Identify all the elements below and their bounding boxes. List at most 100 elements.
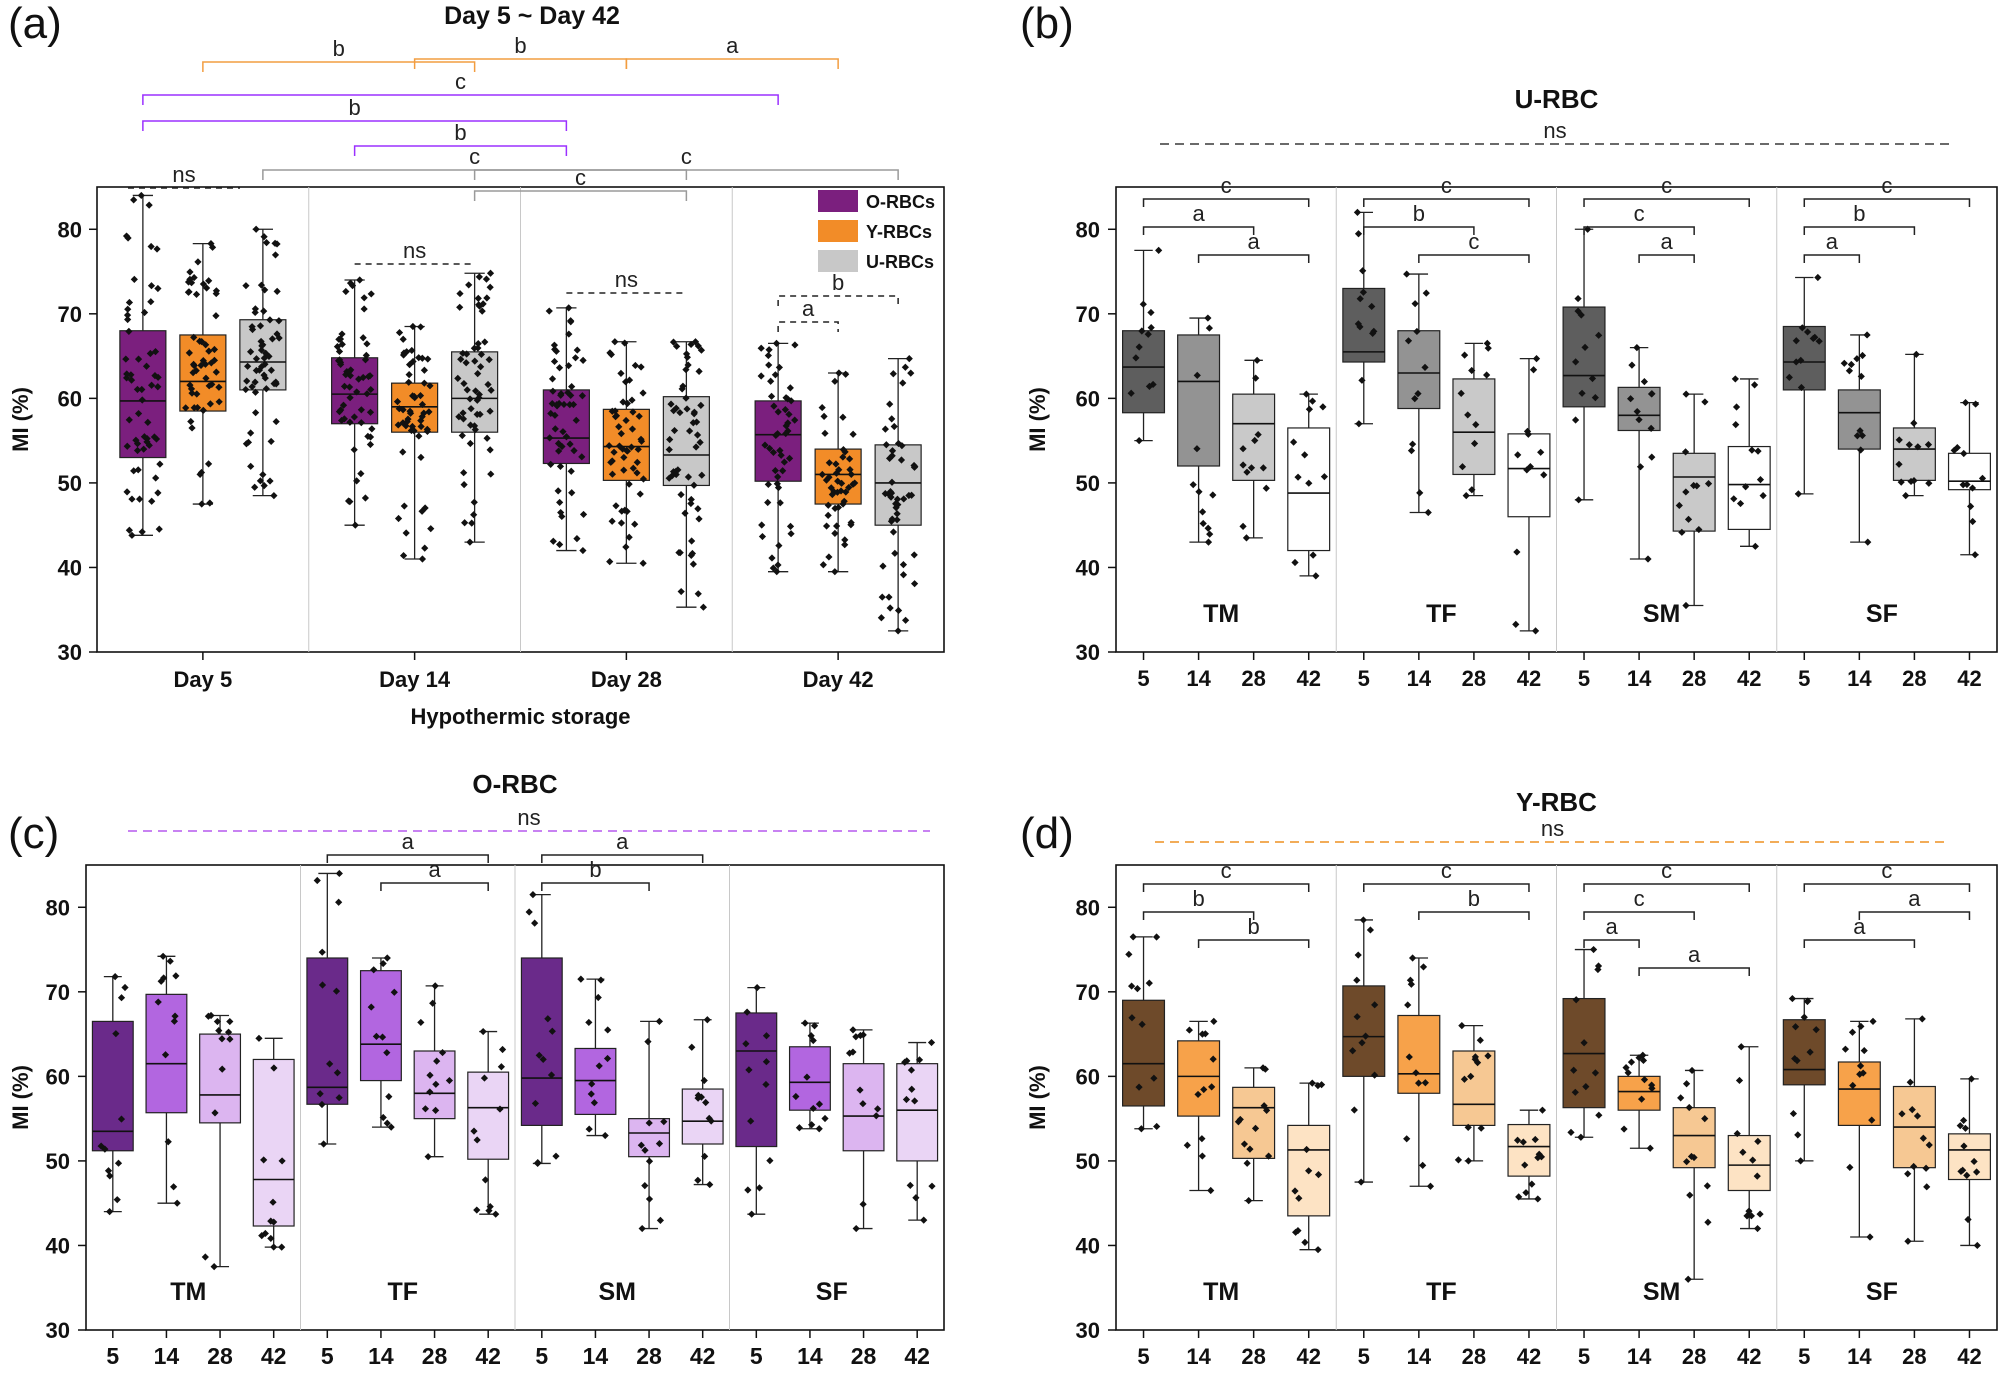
- chart-c-box-tm-day14-point: [172, 972, 180, 980]
- chart-a-annotation-9-label: ns: [172, 162, 195, 187]
- chart-b-box-tm-day28-point: [1252, 374, 1260, 382]
- chart-c-box-tm-day14-point: [161, 1051, 170, 1059]
- chart-a-box-o-rbcs-1-point: [361, 494, 370, 502]
- chart-b-box-tf-day14-point: [1413, 327, 1421, 336]
- chart-a-box-o-rbcs-0-point: [125, 298, 134, 307]
- chart-a-ytick-label: 50: [58, 471, 82, 496]
- chart-a-box-y-rbcs-1-point: [426, 382, 434, 390]
- chart-c-box-tm-day28-iqr: [199, 1033, 242, 1124]
- chart-b-box-tm-day42-point: [1301, 451, 1309, 459]
- chart-a-box-u-rbcs-0-point: [257, 281, 266, 289]
- chart-b-box-tm-day5-point: [1149, 380, 1157, 389]
- chart-c-box-sm-day14-point: [577, 975, 585, 983]
- chart-a-xtick-label: Day 5: [174, 667, 233, 692]
- chart-a-box-y-rbcs-0-point: [184, 288, 193, 296]
- chart-d-box-sf-day28-point: [1898, 1110, 1906, 1118]
- chart-d-annotation-7-label: a: [1605, 914, 1618, 939]
- chart-b-ytick-label: 40: [1076, 555, 1100, 580]
- chart-b-xtick-label: 14: [1627, 666, 1652, 691]
- chart-c-box-sf-day14: [788, 1019, 831, 1133]
- chart-a-box-u-rbcs-1-point: [471, 425, 479, 434]
- chart-a-box-y-rbcs-1-point: [424, 355, 432, 363]
- chart-b-ytick-label: 70: [1076, 302, 1100, 327]
- chart-d-box-sm-day14-point: [1627, 1058, 1636, 1066]
- chart-c-box-sf-day5-point: [744, 1186, 752, 1194]
- chart-b-box-tf-day14-point: [1408, 440, 1417, 448]
- chart-a-legend-label: Y-RBCs: [866, 222, 932, 242]
- chart-c-box-tm-day42-iqr: [252, 1058, 295, 1227]
- chart-a-box-o-rbcs-0-point: [128, 495, 136, 503]
- chart-b-box-sf-day14-point: [1845, 367, 1854, 375]
- chart-a-box-u-rbcs-3-point: [900, 495, 908, 503]
- chart-a-box-o-rbcs-2-point: [571, 354, 580, 362]
- chart-a-box-o-rbcs-2-point: [545, 307, 553, 315]
- chart-c-box-sm-day42-point: [706, 1180, 714, 1189]
- chart-d-box-tf-day28-point: [1458, 1022, 1466, 1030]
- chart-d-xtick-label: 14: [1847, 1344, 1872, 1369]
- chart-a-box-y-rbcs-1-point: [405, 378, 413, 386]
- chart-b-box-sm-day28-point: [1695, 525, 1703, 534]
- chart-a-box-y-rbcs-3-point: [835, 369, 843, 377]
- chart-a-box-u-rbcs-0-point: [242, 385, 250, 394]
- chart-a-box-y-rbcs-1-point: [399, 419, 407, 427]
- chart-b-box-tf-day14-point: [1424, 508, 1432, 517]
- chart-b-box-tf-day42-point: [1540, 471, 1548, 479]
- chart-a-box-o-rbcs-2-point: [557, 508, 565, 517]
- chart-a-box-y-rbcs-0-point: [205, 277, 213, 285]
- chart-a-box-y-rbcs-2-point: [608, 457, 616, 465]
- chart-a-box-y-rbcs-2-point: [635, 412, 643, 420]
- chart-d-box-sf-day14-point: [1856, 1062, 1865, 1070]
- chart-a-box-u-rbcs-2-point: [674, 466, 682, 474]
- chart-c-box-tm-day42-point: [255, 1034, 263, 1042]
- chart-c-box-tf-day42-point: [497, 1063, 505, 1071]
- chart-a-box-u-rbcs-3: [874, 355, 922, 635]
- chart-c-xtick-label: 42: [475, 1343, 501, 1369]
- chart-d-annotation-2-label: b: [1248, 914, 1260, 939]
- chart-c-box-tf-day14-point: [372, 1032, 381, 1040]
- chart-a-box-o-rbcs-3-point: [782, 422, 790, 430]
- chart-a-box-y-rbcs-3-point: [821, 429, 829, 437]
- chart-a-box-o-rbcs-2-point: [569, 400, 578, 409]
- chart-a-box-u-rbcs-3-point: [892, 500, 900, 508]
- chart-a-box-u-rbcs-0-point: [271, 251, 280, 259]
- chart-d-box-tm-day14-point: [1200, 1085, 1208, 1094]
- chart-c-box-tf-day14-point: [385, 1093, 393, 1101]
- chart-a-box-y-rbcs-0-point: [212, 368, 220, 376]
- chart-a-box-y-rbcs-2-point: [621, 339, 629, 347]
- chart-a-box-o-rbcs-0: [119, 191, 167, 539]
- chart-a-box-u-rbcs-0-point: [259, 471, 267, 479]
- chart-d-box-sf-day14-point: [1869, 1017, 1877, 1026]
- chart-b-box-sm-day5-point: [1571, 416, 1580, 424]
- chart-a-box-u-rbcs-2-point: [673, 342, 681, 350]
- chart-a-box-o-rbcs-3-point: [771, 371, 779, 379]
- chart-b-annotation-2-label: a: [1248, 229, 1261, 254]
- chart-a-box-u-rbcs-0-point: [266, 477, 274, 485]
- chart-a-box-u-rbcs-2-point: [683, 405, 691, 413]
- chart-b-box-sf-day42-point: [1967, 502, 1975, 510]
- chart-a-box-u-rbcs-1-point: [474, 370, 482, 378]
- chart-b-box-sm-day28-point: [1684, 515, 1693, 523]
- chart-a-box-y-rbcs-3-point: [846, 466, 854, 474]
- chart-d-box-sf-day42-point: [1963, 1171, 1971, 1179]
- chart-a-box-u-rbcs-0-point: [243, 377, 251, 385]
- chart-a-box-y-rbcs-1-point: [409, 322, 417, 331]
- chart-c-box-sf-day14-point: [809, 1104, 817, 1113]
- chart-a-box-u-rbcs-0-point: [256, 322, 265, 330]
- chart-a-box-o-rbcs-0-point: [143, 438, 151, 446]
- chart-b-box-sm-day42-point: [1742, 483, 1750, 491]
- chart-a-box-y-rbcs-2-point: [610, 448, 618, 456]
- chart-b-group-label: TM: [1203, 600, 1239, 628]
- chart-c-box-sm-day28-point: [655, 1140, 664, 1148]
- chart-a-box-u-rbcs-2-point: [694, 342, 702, 350]
- chart-a-box-y-rbcs-3-point: [825, 459, 833, 467]
- chart-a-box-u-rbcs-1-point: [486, 269, 495, 277]
- chart-a-box-u-rbcs-2-point: [683, 353, 691, 361]
- chart-a-box-y-rbcs-0-point: [199, 357, 207, 365]
- chart-a-box-y-rbcs-3-point: [831, 568, 839, 576]
- chart-a-box-y-rbcs-1-point: [405, 371, 413, 379]
- chart-a-box-y-rbcs-1-point: [400, 502, 408, 510]
- chart-a-box-o-rbcs-3-point: [780, 458, 788, 466]
- chart-b-box-sm-day5-point: [1572, 358, 1580, 366]
- chart-c-box-tf-day28-point: [432, 1080, 440, 1088]
- chart-b-box-tm-day5-point: [1127, 389, 1135, 397]
